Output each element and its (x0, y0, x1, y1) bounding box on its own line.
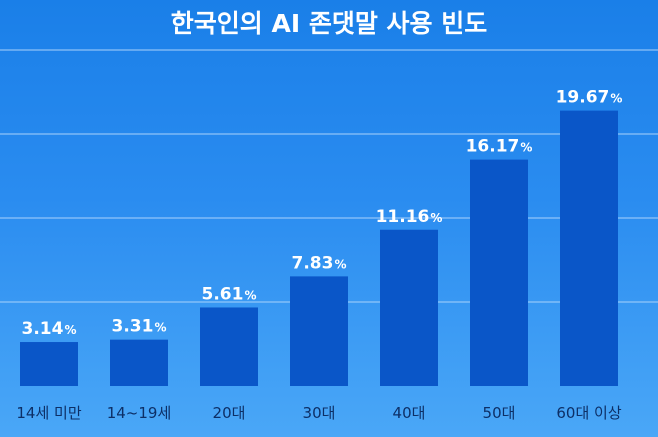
category-label-2: 20대 (213, 404, 246, 422)
category-label-4: 40대 (393, 404, 426, 422)
value-label-4: 11.16% (376, 207, 443, 227)
value-label-1: 3.31% (112, 317, 167, 337)
category-label-3: 30대 (303, 404, 336, 422)
value-labels: 3.14% 3.31% 5.61% 7.83% 11.16% 16.17% 19.67% (22, 88, 623, 339)
category-label-0: 14세 미만 (16, 404, 81, 422)
bar-6 (560, 110, 618, 387)
value-label-2: 5.61% (202, 284, 257, 304)
bar-2 (200, 307, 258, 386)
chart-title: 한국인의 AI 존댓말 사용 빈도 (171, 9, 487, 38)
value-label-5: 16.17% (466, 137, 533, 157)
category-labels: 14세 미만 14~19세 20대 30대 40대 50대 60대 이상 (16, 404, 621, 422)
category-label-1: 14~19세 (107, 404, 172, 422)
category-label-6: 60대 이상 (556, 404, 621, 422)
category-label-5: 50대 (483, 404, 516, 422)
bars (20, 110, 618, 387)
value-label-6: 19.67% (556, 88, 623, 108)
value-label-3: 7.83% (292, 253, 347, 273)
bar-5 (470, 159, 528, 386)
bar-3 (290, 276, 348, 386)
bar-0 (20, 342, 78, 386)
value-label-0: 3.14% (22, 319, 77, 339)
bar-4 (380, 229, 438, 386)
bar-1 (110, 339, 168, 386)
